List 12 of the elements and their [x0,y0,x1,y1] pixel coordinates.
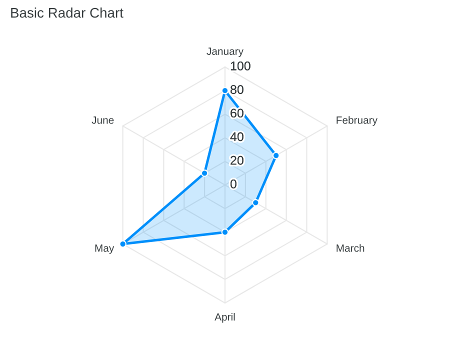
y-tick-label: 100 [230,62,250,70]
spoke-label: June [92,116,114,124]
spoke-label: January [206,48,244,57]
y-tick-label: 0 [230,180,236,188]
y-tick-label: 20 [230,156,244,165]
spoke-label: May [95,244,114,254]
spoke-label: April [214,313,235,323]
y-tick-label: 80 [230,85,244,94]
y-tick-label: 40 [230,132,244,142]
spoke-label: March [336,244,364,252]
spoke-label: February [336,116,378,126]
chart-title: Basic Radar Chart [11,8,124,18]
